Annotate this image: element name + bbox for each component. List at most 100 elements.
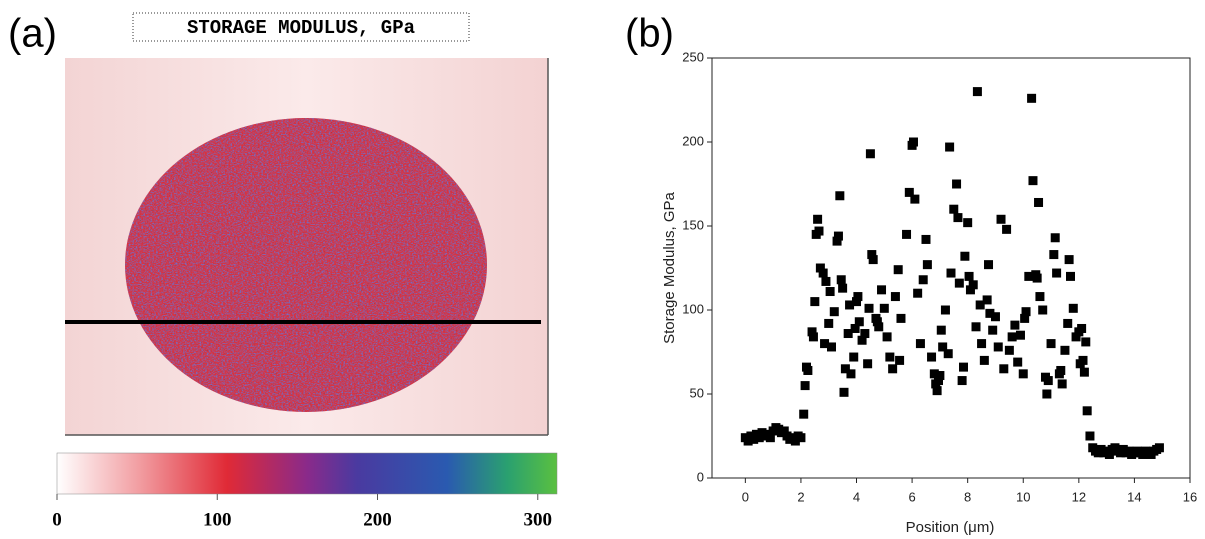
data-point — [1049, 250, 1059, 260]
data-point — [1015, 330, 1025, 340]
data-point — [1021, 307, 1031, 317]
x-axis-label: Position (μm) — [906, 519, 995, 536]
data-point — [796, 433, 806, 443]
data-point — [893, 265, 903, 275]
data-point — [1078, 355, 1088, 365]
data-point — [977, 339, 987, 349]
data-point — [1043, 376, 1053, 386]
data-point — [865, 149, 875, 159]
x-tick-label: 2 — [797, 489, 804, 504]
data-point — [1032, 273, 1042, 283]
data-point — [843, 329, 853, 339]
data-point — [879, 303, 889, 313]
data-point — [799, 409, 809, 419]
data-point — [988, 325, 998, 335]
data-point — [1056, 365, 1066, 375]
data-point — [882, 332, 892, 342]
data-point — [960, 251, 970, 261]
map-title: STORAGE MODULUS, GPa — [187, 17, 415, 39]
data-point — [864, 303, 874, 313]
data-point — [935, 371, 945, 381]
x-tick-label: 8 — [964, 489, 971, 504]
data-point — [972, 87, 982, 97]
data-point — [863, 359, 873, 369]
data-point — [929, 369, 939, 379]
data-point — [1068, 303, 1078, 313]
data-point — [754, 433, 764, 443]
data-point — [1028, 176, 1038, 186]
data-point — [1050, 233, 1060, 243]
data-point — [964, 271, 974, 281]
data-point — [821, 276, 831, 286]
data-point — [829, 307, 839, 317]
data-point — [952, 179, 962, 189]
data-point — [954, 278, 964, 288]
data-point — [853, 292, 863, 302]
data-point — [1085, 431, 1095, 441]
data-point — [808, 332, 818, 342]
data-point — [1079, 367, 1089, 377]
data-point — [908, 137, 918, 147]
data-point — [860, 329, 870, 339]
data-point — [1020, 313, 1030, 323]
x-tick-label: 6 — [908, 489, 915, 504]
y-tick-label: 200 — [682, 133, 704, 148]
data-point — [940, 305, 950, 315]
data-point — [849, 352, 859, 362]
data-point — [896, 313, 906, 323]
data-point — [918, 275, 928, 285]
data-point — [895, 355, 905, 365]
data-point — [1104, 449, 1114, 459]
data-point — [810, 297, 820, 307]
data-point — [1042, 389, 1052, 399]
colorbar-tick-label: 200 — [363, 509, 392, 530]
data-point — [932, 386, 942, 396]
data-point — [938, 342, 948, 352]
data-point — [888, 364, 898, 374]
data-point — [945, 142, 955, 152]
data-point — [846, 369, 856, 379]
data-point — [975, 300, 985, 310]
data-point — [1010, 320, 1020, 330]
data-point — [877, 285, 887, 295]
data-point — [946, 268, 956, 278]
y-tick-label: 100 — [682, 301, 704, 316]
y-tick-label: 250 — [682, 49, 704, 64]
data-point — [839, 387, 849, 397]
data-point — [1018, 369, 1028, 379]
data-point — [818, 268, 828, 278]
data-point — [921, 234, 931, 244]
panel-label: (b) — [625, 12, 674, 56]
data-point — [965, 285, 975, 295]
data-point — [1038, 305, 1048, 315]
data-point — [984, 260, 994, 270]
data-point — [1066, 271, 1075, 281]
data-point — [803, 365, 813, 375]
y-tick-label: 150 — [682, 217, 704, 232]
data-point — [959, 362, 969, 372]
data-point — [867, 250, 877, 260]
data-point — [868, 255, 878, 265]
data-point — [790, 436, 800, 446]
data-point — [890, 292, 900, 302]
data-point — [1002, 224, 1012, 234]
data-point — [807, 327, 817, 337]
data-point — [927, 352, 937, 362]
data-point — [1063, 318, 1073, 328]
data-point — [985, 308, 995, 318]
data-point — [815, 263, 825, 273]
data-point — [1154, 443, 1164, 453]
data-point — [979, 355, 989, 365]
y-tick-label: 50 — [690, 385, 704, 400]
data-point — [845, 300, 855, 310]
data-point — [968, 280, 978, 290]
data-point — [820, 339, 830, 349]
data-point — [779, 426, 789, 436]
data-point — [1052, 268, 1062, 278]
colorbar — [56, 452, 558, 495]
data-point — [933, 376, 943, 386]
data-point — [832, 236, 842, 246]
data-point — [1007, 332, 1017, 342]
x-tick-label: 16 — [1183, 489, 1197, 504]
